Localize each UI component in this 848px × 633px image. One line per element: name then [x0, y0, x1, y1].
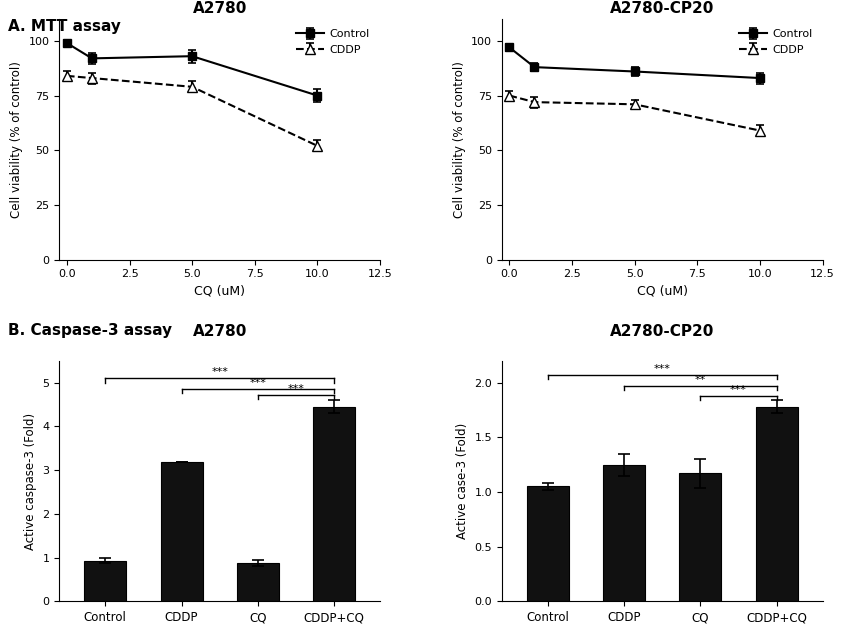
- Bar: [679, 473, 722, 601]
- Title: A2780: A2780: [192, 1, 247, 16]
- Text: A. MTT assay: A. MTT assay: [8, 19, 121, 34]
- Y-axis label: Cell viability (% of control): Cell viability (% of control): [10, 61, 23, 218]
- Text: ***: ***: [730, 384, 747, 394]
- Title: A2780-CP20: A2780-CP20: [610, 1, 714, 16]
- Bar: [313, 406, 355, 601]
- Y-axis label: Active case-3 (Fold): Active case-3 (Fold): [456, 423, 469, 539]
- Bar: [160, 462, 203, 601]
- Text: **: **: [695, 375, 706, 385]
- X-axis label: CQ (uM): CQ (uM): [637, 285, 688, 298]
- Title: A2780: A2780: [192, 323, 247, 339]
- Bar: [237, 563, 279, 601]
- Y-axis label: Cell viability (% of control): Cell viability (% of control): [453, 61, 466, 218]
- Legend: Control, CDDP: Control, CDDP: [292, 25, 375, 59]
- Text: ***: ***: [654, 364, 671, 373]
- Bar: [527, 487, 569, 601]
- Y-axis label: Active caspase-3 (Fold): Active caspase-3 (Fold): [24, 413, 37, 549]
- X-axis label: CQ (uM): CQ (uM): [194, 285, 245, 298]
- Legend: Control, CDDP: Control, CDDP: [734, 25, 817, 59]
- Text: ***: ***: [249, 378, 266, 388]
- Text: B. Caspase-3 assay: B. Caspase-3 assay: [8, 323, 173, 338]
- Bar: [756, 406, 798, 601]
- Bar: [603, 465, 645, 601]
- Text: ***: ***: [287, 384, 304, 394]
- Title: A2780-CP20: A2780-CP20: [610, 323, 714, 339]
- Bar: [84, 561, 126, 601]
- Text: ***: ***: [211, 367, 228, 377]
